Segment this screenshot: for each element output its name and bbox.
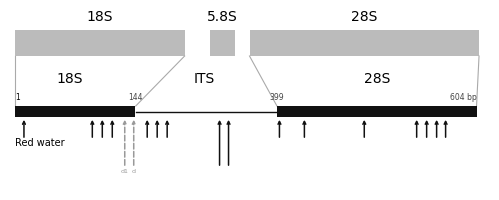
- Bar: [15, 106, 135, 117]
- Text: 28S: 28S: [351, 10, 377, 24]
- Bar: [210, 30, 235, 56]
- Text: 1: 1: [15, 93, 20, 102]
- Text: Red water: Red water: [15, 138, 64, 148]
- Text: 18S: 18S: [86, 10, 113, 24]
- Text: 399: 399: [269, 93, 284, 102]
- Text: 604 bp: 604 bp: [450, 93, 477, 102]
- Text: 28S: 28S: [364, 72, 390, 86]
- Text: 5.8S: 5.8S: [207, 10, 238, 24]
- Text: d1: d1: [121, 169, 129, 174]
- Text: 18S: 18S: [56, 72, 83, 86]
- Text: ITS: ITS: [194, 72, 215, 86]
- Bar: [15, 30, 185, 56]
- Bar: [250, 30, 479, 56]
- Bar: [277, 106, 477, 117]
- Text: d: d: [132, 169, 136, 174]
- Text: 144: 144: [128, 93, 143, 102]
